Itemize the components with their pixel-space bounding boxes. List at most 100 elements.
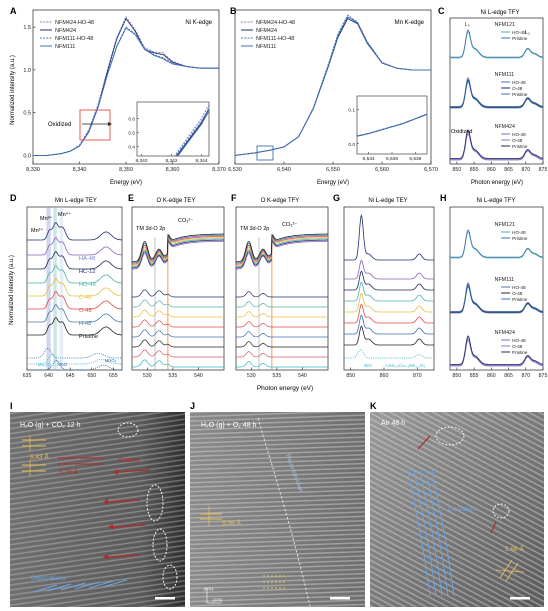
panel-title: O K-edge TEY [157,198,196,204]
defect-arrow [490,521,497,534]
plot-frame [449,17,544,165]
spectrum-line [344,292,434,313]
spectrum-line [450,131,544,160]
inset-series-line [177,110,209,156]
group-name: NFM424 [495,330,515,336]
legend-label: NFM111-HO-48 [55,36,93,42]
axis-ticks: 530 535 540 [247,367,307,379]
panel-title: Ni L-edge TFY [477,198,516,204]
spectrum-line [450,129,544,159]
spectrum-line [236,301,328,308]
panel-B: B Mn K-edge Energy (eV) 6,530 6,540 6,550 6… [228,6,438,186]
legend-label: HO-48 [512,230,526,235]
spectrum-line [132,289,224,298]
tick-label: 865 [504,373,513,379]
reference-line [27,354,122,365]
spectrum-line [236,235,328,265]
tick-label: 855 [470,167,479,173]
inset: 8,340 8,342 8,344 0.4 0.5 0.6 [128,101,210,164]
spectrum-line [236,311,328,318]
reference-line [27,360,122,371]
reconstruction-boundary [257,417,311,607]
atom-column-dot [263,587,265,589]
tick-label: 6,534 [363,156,375,162]
crack-ellipse [162,564,178,590]
spectrum-line [344,303,434,324]
dislocations-label: Dislocations [31,575,67,582]
legend-label: HO-48 [512,30,526,35]
inset-clipped [357,113,427,137]
axis-ticks: 530 535 540 [143,367,203,379]
panel-A: A Ni K-edge Normalized intensity (a.u.) … [10,6,226,186]
axis-ticks: 850 860 870 [346,367,422,379]
tick-label: 850 [453,373,462,379]
y-axis-label: Normalized intensity (a.u.) [10,55,16,125]
annotation-marks [22,422,178,593]
spectrum-line [132,299,224,308]
zoom-box [256,145,274,161]
legend-label: HO-48 [512,132,526,137]
spectrum-line [236,341,328,348]
tick-label: 860 [487,167,496,173]
panel-F: F O K-edge TFY 530 535 540 TM 3d-O 2p CO₃²… [231,193,329,379]
spectrum-line [450,81,544,109]
arrow-head [103,554,108,560]
peak-label-mn4: Mn⁴⁺ [58,211,71,218]
spectrum-line [450,133,544,161]
group-name: NFM111 [495,277,515,283]
spectrum-line [132,237,224,266]
tick-label: 530 [247,373,256,379]
spectrum-line [27,222,122,241]
y-axis-label: Normalized intensity (a.u.) [9,255,15,325]
annotation-marks [200,417,311,607]
reference-label: Mn₂O₃ [38,362,52,367]
d-spacing-label-2: 5.78 Å [59,467,78,476]
legend-label: O-48 [512,86,523,91]
tick-label: 8,330 [26,167,40,173]
x-axis-label: Energy (eV) [317,180,349,186]
x-axis-label: Photon energy (eV) [471,180,523,186]
peak-label-mn2: Mn²⁺ [31,227,43,234]
atom-column-dot [263,581,265,583]
atom-column-dot [283,575,285,577]
spectrum-line [450,286,544,314]
spectrum-line [236,321,328,328]
spectrum-line [344,270,434,291]
spacing-line [499,559,513,579]
tick-label: 850 [453,167,462,173]
tick-label: 0.4 [128,144,135,150]
annotation-co3: CO₃²⁻ [178,218,193,224]
spectrum-line [27,251,122,270]
arrow-head [103,499,108,505]
inset: 6,534 6,536 6,538 0.0 0.1 [348,95,428,162]
tick-label: 8,350 [119,167,133,173]
crack-arrow [112,524,146,528]
spectrum-line [27,265,122,284]
series-lines [236,233,328,370]
tick-label: 1.0 [23,68,31,74]
tick-label: 850 [346,373,355,379]
peak-label-mn3: Mn³⁺ [40,215,52,222]
inset-clipped [173,104,209,156]
panel-H: H Ni L-edge TFY 850 855 860 865 870 875 NFM12… [440,193,547,379]
spectrum-line [344,213,434,261]
panel-letter: C [438,6,445,16]
tick-label: 855 [470,373,479,379]
spectrum-line [344,325,434,346]
series-lines [234,14,431,156]
legend-label: NFM111 [256,44,276,50]
spectrum-line [344,259,434,280]
annotation-tm-o: TM 3d-O 2p [136,226,165,232]
series-labels: HA-48 HC-12 HO-48 C-48 O-48 H-48 Pristine Mn₂O₃… [38,256,117,367]
crack-arrow [117,469,151,473]
group-labels: NFM121HO-48PristineNFM111HO-48O-48Pristi… [465,22,530,149]
peak-band [59,207,64,370]
tick-label: 875 [539,167,548,173]
condition-label: H₂O (g) + O₂ 48 h [201,422,257,429]
atom-column-dot [263,575,265,577]
panel-G: G Ni L-edge TEY 850 860 870 NiO LiNi₀.₈Co₀… [333,193,435,379]
spectrum-line [132,339,224,348]
tem-panel-I: I H₂O (g) + CO₂ 12 h 5.43 Å 5.78 Å Crack… [10,401,185,607]
atom-column-dot [275,587,277,589]
